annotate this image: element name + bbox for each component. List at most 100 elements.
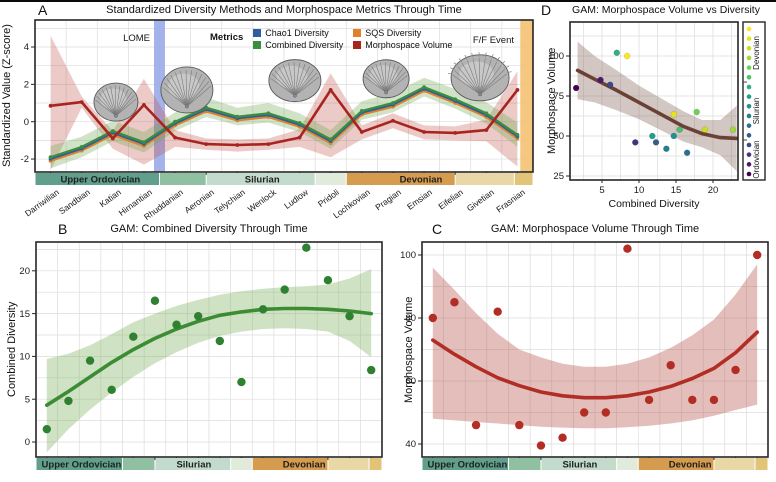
- panel-d-x-axis-label: Combined Diversity: [570, 198, 738, 210]
- scatter-point: [753, 251, 761, 259]
- panel-c-y-axis-label: Morphospace Volume: [403, 242, 415, 457]
- scatter-point: [624, 53, 630, 59]
- x-tick-label: 10: [634, 185, 645, 196]
- panel-b-y-axis-label: Combined Diversity: [6, 242, 18, 457]
- legend-title: Metrics: [210, 32, 243, 43]
- scatter-point: [194, 312, 202, 320]
- scatter-point: [666, 361, 674, 369]
- scatter-point: [537, 441, 545, 449]
- scatter-point: [324, 276, 332, 284]
- legend-swatch: [253, 41, 261, 49]
- strip-dot: [747, 27, 752, 32]
- legend-item-label: Combined Diversity: [265, 40, 343, 50]
- strip-group-label: Silurian: [752, 98, 761, 125]
- strip-dot: [747, 104, 752, 109]
- scatter-point: [694, 109, 700, 115]
- strip-dot: [747, 36, 752, 41]
- strip-dot: [747, 85, 752, 90]
- scatter-point: [429, 314, 437, 322]
- panel-d-y-axis-label: Morphospace Volume: [546, 22, 558, 180]
- scatter-point: [450, 298, 458, 306]
- y-tick-label: 2: [24, 80, 29, 91]
- lome-event-label: LOME: [95, 33, 150, 44]
- scatter-point: [607, 82, 613, 88]
- panel-d-title: GAM: Morphospace Volume vs Diversity: [558, 4, 774, 16]
- brachiopod-fossil-icon: [269, 60, 321, 102]
- strip-dot: [747, 172, 752, 177]
- scatter-point: [580, 408, 588, 416]
- brachiopod-fossil-icon: [363, 60, 409, 98]
- scatter-point: [677, 127, 683, 133]
- scatter-point: [43, 425, 51, 433]
- period-label: Silurian: [176, 460, 211, 471]
- legend-swatch: [353, 29, 361, 37]
- strip-dot: [747, 75, 752, 80]
- geologic-period-band: Upper Ordovician Silurian Devonian: [36, 173, 533, 186]
- y-tick-label: 5: [25, 394, 30, 405]
- scatter-point: [367, 366, 375, 374]
- scatter-point: [216, 337, 224, 345]
- period-label: Devonian: [400, 175, 443, 186]
- scatter-point: [573, 85, 579, 91]
- period-label: Silurian: [245, 175, 280, 186]
- panel-c-title: GAM: Morphospace Volume Through Time: [422, 223, 768, 235]
- scatter-point: [688, 396, 696, 404]
- x-tick-label: 5: [599, 185, 604, 196]
- scatter-point: [623, 245, 631, 253]
- scatter-point: [632, 139, 638, 145]
- scatter-point: [702, 127, 708, 133]
- x-tick-label: 20: [708, 185, 719, 196]
- scatter-point: [731, 366, 739, 374]
- brachiopod-fossil-icon: [94, 83, 138, 121]
- scatter-point: [64, 397, 72, 405]
- scatter-point: [710, 396, 718, 404]
- panel-b-title: GAM: Combined Diversity Through Time: [36, 223, 382, 235]
- scatter-point: [107, 386, 115, 394]
- period-label: Devonian: [669, 460, 712, 471]
- scatter-point: [493, 308, 501, 316]
- scatter-point: [649, 133, 655, 139]
- scatter-point: [151, 297, 159, 305]
- scatter-point: [302, 243, 310, 251]
- y-tick-label: 4: [24, 42, 29, 53]
- strip-dot: [747, 114, 752, 119]
- brachiopod-fossil-icon: [161, 67, 213, 113]
- legend-column: Chao1 Diversity Combined Diversity: [253, 28, 343, 50]
- strip-group-label: Devonian: [752, 36, 761, 70]
- legend-item-label: SQS Diversity: [365, 28, 421, 38]
- strip-dot: [747, 123, 752, 128]
- strip-dot: [747, 152, 752, 157]
- panel-a-y-axis-label: Standardized Value (Z-score): [1, 20, 13, 172]
- ff-event-band: [520, 20, 533, 172]
- scatter-point: [86, 356, 94, 364]
- strip-dot: [747, 65, 752, 70]
- legend-item: Chao1 Diversity: [253, 28, 343, 38]
- scatter-point: [558, 434, 566, 442]
- legend-item-label: Chao1 Diversity: [265, 28, 329, 38]
- scatter-point: [280, 285, 288, 293]
- strip-dot: [747, 46, 752, 51]
- scatter-point: [259, 305, 267, 313]
- scatter-point: [663, 146, 669, 152]
- scatter-point: [598, 77, 604, 83]
- scatter-point: [653, 139, 659, 145]
- scatter-point: [671, 133, 677, 139]
- y-tick-label: 0: [24, 117, 29, 128]
- y-tick-label: 10: [19, 352, 30, 363]
- y-tick-label: 15: [19, 309, 30, 320]
- scatter-point: [237, 378, 245, 386]
- scatter-point: [671, 111, 677, 117]
- scatter-point: [129, 333, 137, 341]
- period-label: Devonian: [283, 460, 326, 471]
- x-tick-label: 15: [671, 185, 682, 196]
- period-label: Upper Ordovician: [61, 175, 141, 186]
- strip-dot: [747, 94, 752, 99]
